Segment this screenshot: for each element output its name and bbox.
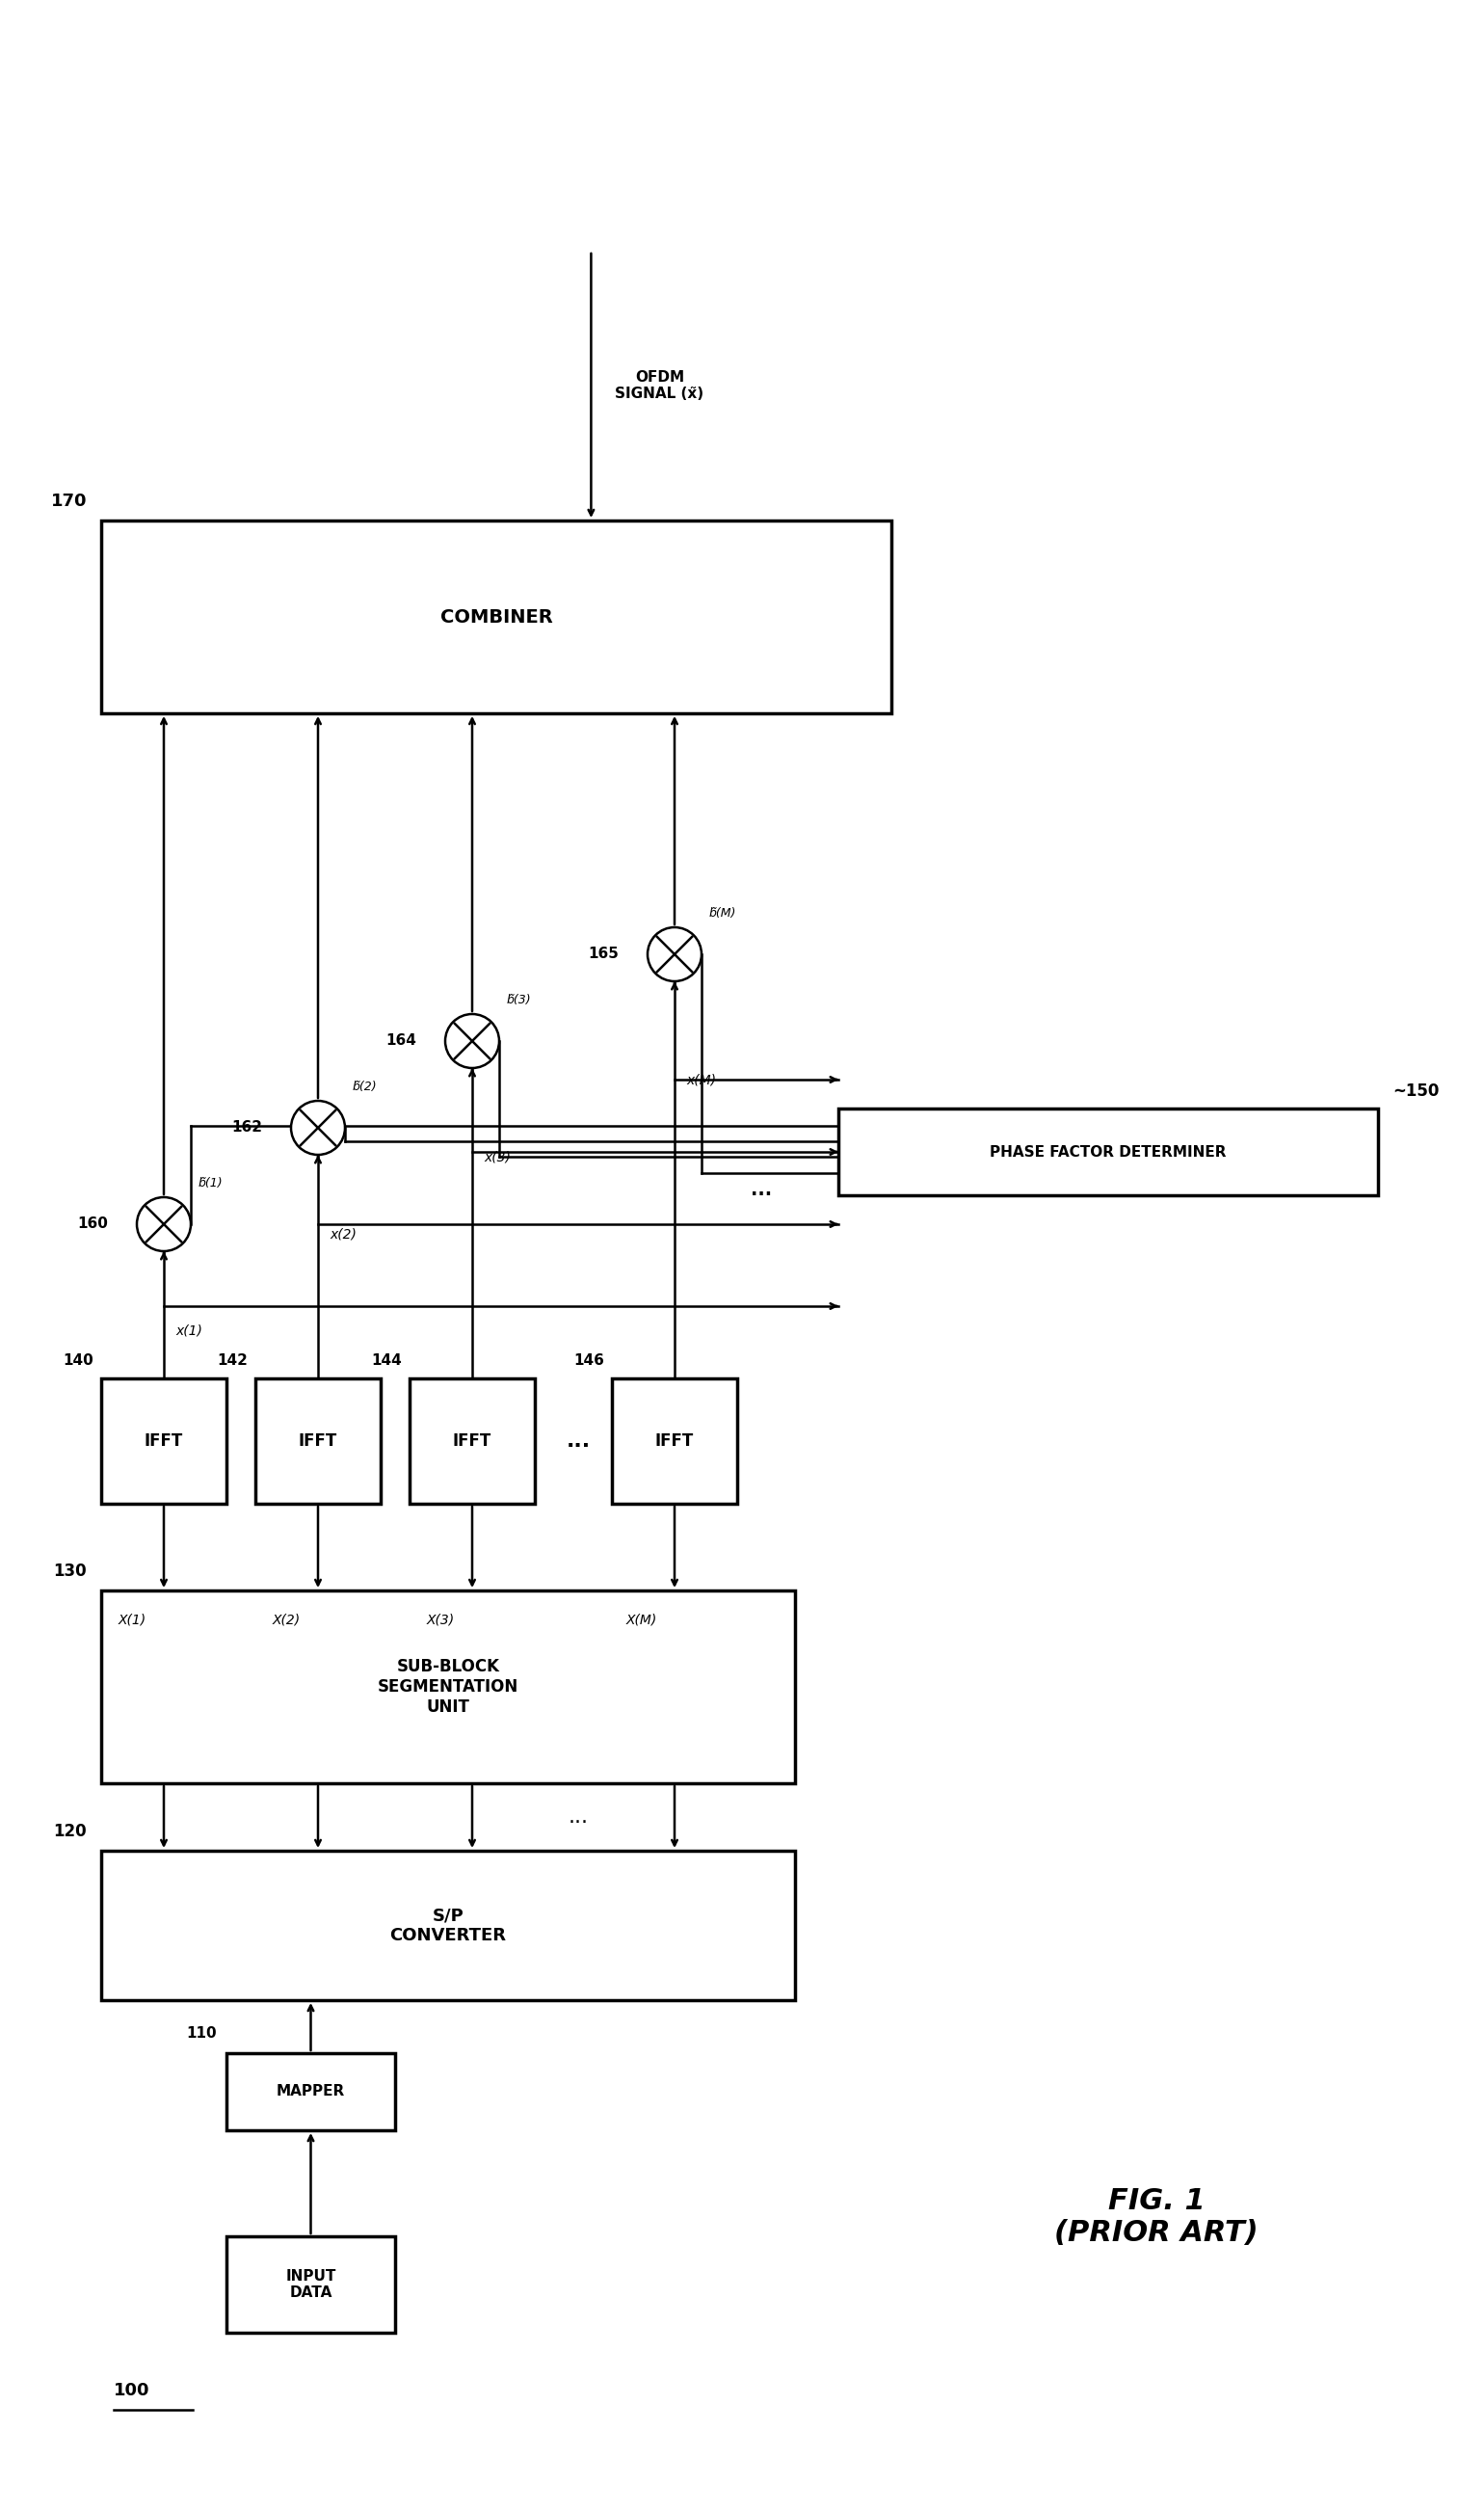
Text: 140: 140 <box>62 1354 93 1369</box>
Bar <box>227 2052 395 2130</box>
Text: IFFT: IFFT <box>144 1432 183 1449</box>
Bar <box>255 1379 380 1505</box>
Text: 160: 160 <box>77 1216 108 1231</box>
Text: X(2): X(2) <box>273 1613 301 1625</box>
Bar <box>101 1590 795 1784</box>
Text: OFDM
SIGNAL (x̃): OFDM SIGNAL (x̃) <box>616 369 703 402</box>
Circle shape <box>445 1015 499 1068</box>
Text: x(3): x(3) <box>484 1150 510 1163</box>
Text: b̃(1): b̃(1) <box>199 1176 223 1188</box>
Text: PHASE FACTOR DETERMINER: PHASE FACTOR DETERMINER <box>990 1145 1226 1158</box>
Text: X(M): X(M) <box>626 1613 657 1625</box>
Text: IFFT: IFFT <box>298 1432 337 1449</box>
Text: 146: 146 <box>573 1354 604 1369</box>
Text: x(2): x(2) <box>329 1226 356 1241</box>
Text: ...: ... <box>751 1181 772 1201</box>
Text: 170: 170 <box>50 492 86 510</box>
Bar <box>101 1851 795 2000</box>
Text: MAPPER: MAPPER <box>276 2085 346 2100</box>
Text: 100: 100 <box>114 2381 150 2399</box>
Text: 144: 144 <box>371 1354 402 1369</box>
Bar <box>227 2236 395 2334</box>
Text: X(1): X(1) <box>119 1613 147 1625</box>
Text: 130: 130 <box>53 1562 86 1580</box>
Bar <box>101 1379 227 1505</box>
Circle shape <box>647 927 702 982</box>
Text: 165: 165 <box>588 947 619 962</box>
Text: 164: 164 <box>386 1035 417 1048</box>
Text: b̃(2): b̃(2) <box>353 1080 377 1093</box>
Circle shape <box>137 1198 191 1251</box>
Bar <box>101 520 892 713</box>
Text: IFFT: IFFT <box>453 1432 491 1449</box>
Text: IFFT: IFFT <box>654 1432 695 1449</box>
Bar <box>838 1108 1379 1196</box>
Text: SUB-BLOCK
SEGMENTATION
UNIT: SUB-BLOCK SEGMENTATION UNIT <box>377 1658 518 1716</box>
Text: COMBINER: COMBINER <box>441 608 552 625</box>
Text: ~150: ~150 <box>1392 1083 1439 1100</box>
Text: S/P
CONVERTER: S/P CONVERTER <box>390 1907 506 1944</box>
Text: x(M): x(M) <box>686 1073 715 1085</box>
Bar <box>611 1379 738 1505</box>
Text: INPUT
DATA: INPUT DATA <box>285 2268 335 2301</box>
Text: b̃(M): b̃(M) <box>709 907 736 919</box>
Text: X(3): X(3) <box>427 1613 454 1625</box>
Text: 162: 162 <box>232 1120 263 1135</box>
Text: 120: 120 <box>53 1824 86 1841</box>
Bar <box>410 1379 534 1505</box>
Text: b̃(3): b̃(3) <box>508 992 531 1005</box>
Text: ...: ... <box>565 1432 591 1452</box>
Circle shape <box>291 1100 344 1156</box>
Text: x(1): x(1) <box>175 1324 202 1336</box>
Text: FIG. 1
(PRIOR ART): FIG. 1 (PRIOR ART) <box>1054 2188 1258 2248</box>
Text: 110: 110 <box>187 2027 217 2042</box>
Text: ...: ... <box>568 1806 588 1826</box>
Text: 142: 142 <box>217 1354 248 1369</box>
